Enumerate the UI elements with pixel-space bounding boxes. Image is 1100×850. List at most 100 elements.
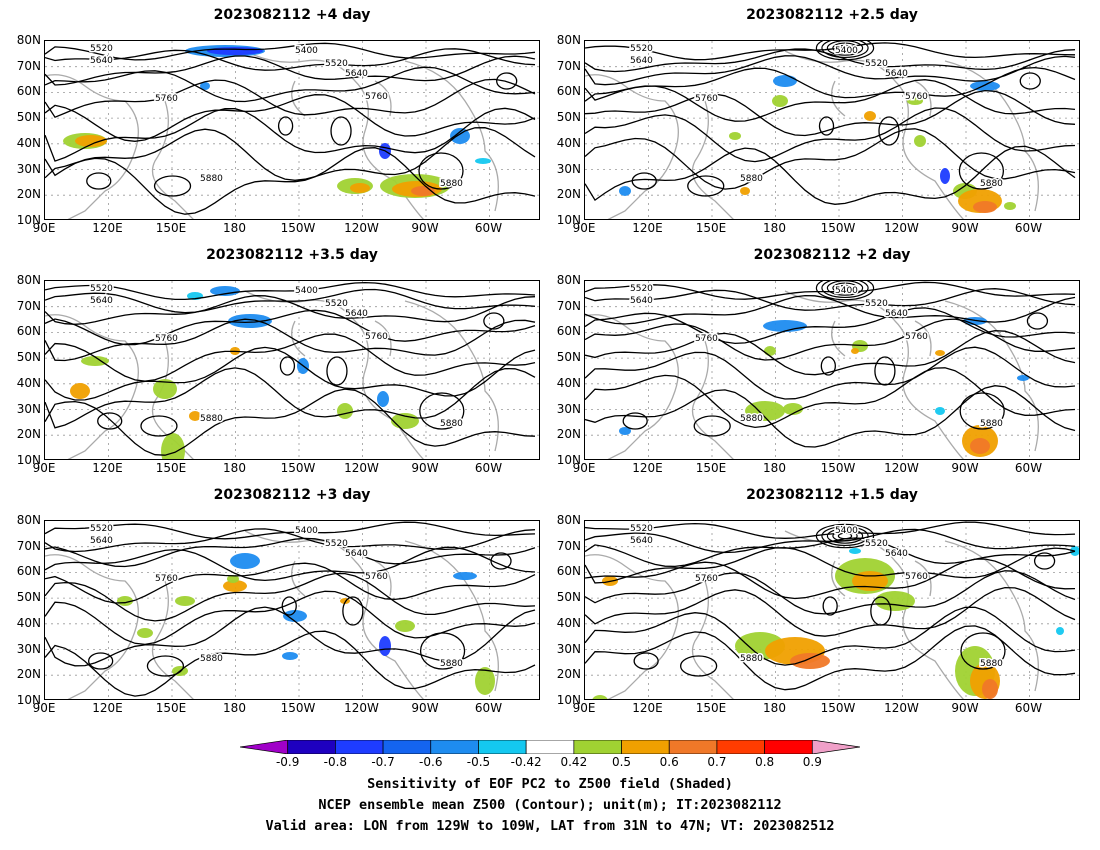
sensitivity-shading bbox=[940, 168, 950, 184]
contour-label: 5400 bbox=[835, 526, 858, 536]
contour-label: 5520 bbox=[865, 299, 888, 309]
lon-label: 90W bbox=[411, 461, 439, 475]
colorbar-tick-label: -0.6 bbox=[419, 755, 443, 769]
lon-label: 90E bbox=[32, 221, 56, 235]
colorbar-swatch bbox=[811, 740, 860, 754]
lat-label: 30N bbox=[556, 401, 581, 416]
colorbar-swatch bbox=[240, 740, 289, 754]
z500-contour bbox=[45, 562, 536, 604]
z500-closed-contour bbox=[279, 356, 296, 376]
lat-label: 60N bbox=[556, 324, 581, 339]
lon-label: 90E bbox=[572, 221, 596, 235]
lat-label: 80N bbox=[556, 273, 581, 287]
contour-label: 5880 bbox=[740, 654, 763, 664]
z500-contour bbox=[45, 318, 536, 362]
contour-label: 5880 bbox=[440, 179, 463, 189]
lat-label: 10N bbox=[16, 213, 41, 227]
contour-label: 5400 bbox=[295, 526, 318, 536]
colorbar-swatch bbox=[764, 740, 813, 754]
lon-label: 90W bbox=[951, 701, 979, 715]
contour-label: 5640 bbox=[885, 309, 908, 319]
contour-label: 5640 bbox=[345, 69, 368, 79]
contour-label: 5640 bbox=[345, 309, 368, 319]
colorbar-swatch bbox=[478, 740, 527, 754]
coastline bbox=[291, 320, 306, 357]
lat-label: 50N bbox=[556, 590, 581, 605]
lat-label: 40N bbox=[16, 615, 41, 630]
lat-label: 20N bbox=[16, 667, 41, 682]
z500-contour bbox=[45, 309, 536, 346]
contour-label: 5640 bbox=[90, 296, 113, 306]
lon-label: 90E bbox=[572, 461, 596, 475]
z500-closed-contour bbox=[679, 655, 718, 677]
z500-contour bbox=[585, 48, 1076, 73]
contour-label: 5640 bbox=[630, 536, 653, 546]
lon-label: 90W bbox=[951, 461, 979, 475]
sensitivity-shading bbox=[907, 97, 923, 105]
lat-label: 30N bbox=[16, 401, 41, 416]
z500-closed-contour bbox=[86, 172, 112, 190]
coastline bbox=[291, 560, 306, 597]
z500-closed-contour bbox=[419, 392, 465, 430]
sensitivity-shading bbox=[453, 572, 477, 580]
z500-contour bbox=[45, 147, 536, 215]
sensitivity-shading bbox=[395, 620, 415, 632]
colorbar-swatch bbox=[621, 740, 670, 754]
colorbar-swatch bbox=[525, 740, 575, 754]
z500-contour bbox=[585, 367, 1076, 429]
lon-label: 60W bbox=[474, 221, 503, 235]
lon-label: 120W bbox=[884, 701, 919, 715]
lat-label: 60N bbox=[16, 324, 41, 339]
coastline bbox=[45, 554, 139, 699]
z500-contour bbox=[585, 586, 1076, 637]
coastline bbox=[374, 560, 392, 597]
colorbar-tick-label: 0.8 bbox=[755, 755, 775, 769]
lat-label: 10N bbox=[556, 693, 581, 707]
coastline bbox=[944, 300, 1039, 452]
contour-label: 5880 bbox=[200, 654, 223, 664]
z500-closed-contour bbox=[326, 356, 348, 386]
lon-label: 150E bbox=[155, 461, 187, 475]
contour-label: 5880 bbox=[980, 419, 1003, 429]
z500-closed-contour bbox=[837, 532, 853, 540]
sensitivity-shading bbox=[849, 548, 861, 554]
lat-label: 10N bbox=[556, 213, 581, 227]
sensitivity-shading bbox=[228, 314, 272, 328]
z500-contour bbox=[585, 294, 1076, 325]
colorbar-tick-label: -0.5 bbox=[466, 755, 491, 769]
sensitivity-shading bbox=[935, 350, 945, 356]
z500-closed-contour bbox=[878, 116, 900, 146]
coastline bbox=[291, 80, 306, 117]
lat-label: 10N bbox=[16, 693, 41, 707]
z500-closed-contour bbox=[826, 41, 864, 56]
lon-label: 120W bbox=[344, 701, 379, 715]
z500-contour bbox=[45, 630, 536, 697]
lat-label: 40N bbox=[16, 375, 41, 390]
z500-closed-contour bbox=[97, 412, 123, 430]
map-area: 5520 5640 5400 5520 5640 5760 5880 5880 5760 bbox=[44, 280, 540, 460]
colorbar-tick-label: 0.6 bbox=[659, 755, 679, 769]
sensitivity-shading bbox=[864, 111, 876, 121]
lat-label: 30N bbox=[556, 641, 581, 656]
z500-contour bbox=[45, 528, 536, 553]
lat-label: 20N bbox=[556, 667, 581, 682]
z500-contour bbox=[585, 537, 1076, 568]
panel-title: 2023082112 +4 day bbox=[213, 7, 371, 23]
lon-label: 180 bbox=[763, 461, 786, 475]
sensitivity-shading bbox=[619, 427, 631, 435]
contour-label: 5880 bbox=[980, 659, 1003, 669]
z500-closed-contour bbox=[832, 42, 858, 54]
z500-closed-contour bbox=[826, 528, 864, 544]
lon-label: 150W bbox=[280, 221, 316, 235]
lon-label: 120E bbox=[632, 701, 663, 715]
sensitivity-shading bbox=[283, 610, 307, 622]
z500-contour bbox=[585, 521, 1076, 539]
coastline bbox=[151, 340, 194, 459]
sensitivity-shading bbox=[914, 135, 926, 147]
z500-contour bbox=[585, 558, 1076, 600]
contour-label: 5400 bbox=[295, 46, 318, 56]
z500-contour bbox=[45, 288, 536, 314]
